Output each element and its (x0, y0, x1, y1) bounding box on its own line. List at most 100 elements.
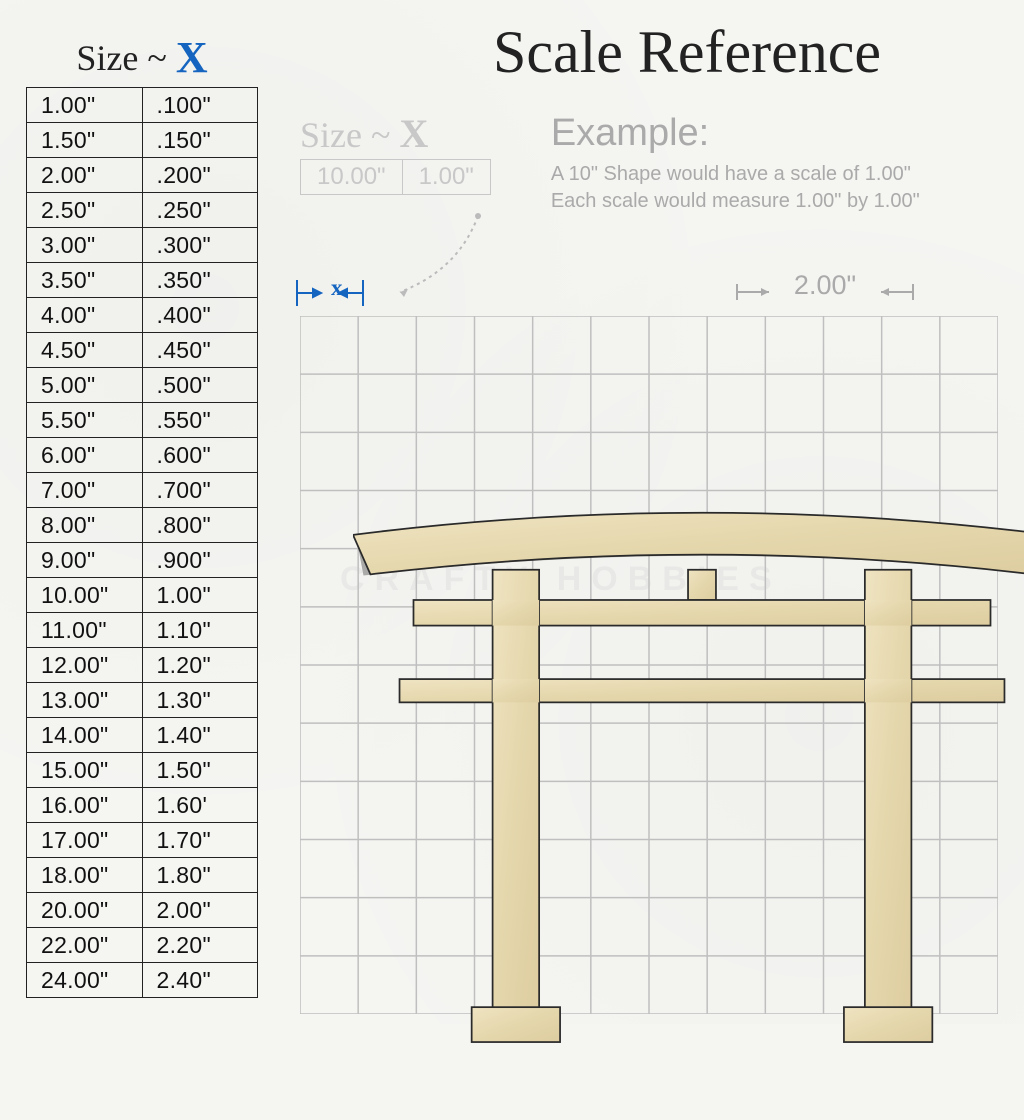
table-cell: .350" (142, 263, 258, 298)
table-cell: 2.50" (27, 193, 143, 228)
table-cell: .550" (142, 403, 258, 438)
table-row: 4.50".450" (27, 333, 258, 368)
table-row: 18.00"1.80" (27, 858, 258, 893)
table-cell: 1.00" (27, 88, 143, 123)
scale-table: 1.00".100"1.50".150"2.00".200"2.50".250"… (26, 87, 258, 998)
table-cell: 1.00" (142, 578, 258, 613)
table-cell: .700" (142, 473, 258, 508)
table-cell: 14.00" (27, 718, 143, 753)
table-cell: 18.00" (27, 858, 143, 893)
mini-header-x: X (399, 111, 428, 156)
table-row: 9.00".900" (27, 543, 258, 578)
table-row: 5.50".550" (27, 403, 258, 438)
table-cell: 2.20" (142, 928, 258, 963)
dotted-connector-icon (398, 210, 518, 300)
table-cell: 1.60' (142, 788, 258, 823)
table-row: 16.00"1.60' (27, 788, 258, 823)
x-dimension-indicator: x (293, 272, 393, 312)
table-cell: .900" (142, 543, 258, 578)
table-cell: 3.00" (27, 228, 143, 263)
table-cell: .800" (142, 508, 258, 543)
table-cell: 6.00" (27, 438, 143, 473)
example-line: A 10" Shape would have a scale of 1.00" (551, 161, 920, 188)
x-indicator-label: x (331, 275, 343, 301)
table-row: 12.00"1.20" (27, 648, 258, 683)
table-cell: 24.00" (27, 963, 143, 998)
table-cell: .100" (142, 88, 258, 123)
header-size: Size (76, 38, 138, 78)
table-cell: .300" (142, 228, 258, 263)
table-row: 3.00".300" (27, 228, 258, 263)
table-cell: .400" (142, 298, 258, 333)
torii-shape-icon (353, 422, 1024, 1120)
mini-cell: 1.00" (402, 160, 490, 195)
table-cell: 8.00" (27, 508, 143, 543)
table-cell: 10.00" (27, 578, 143, 613)
table-row: 1.50".150" (27, 123, 258, 158)
table-cell: 1.40" (142, 718, 258, 753)
table-cell: 20.00" (27, 893, 143, 928)
table-cell: 15.00" (27, 753, 143, 788)
table-row: 17.00"1.70" (27, 823, 258, 858)
example-line: Each scale would measure 1.00" by 1.00" (551, 188, 920, 215)
table-cell: 4.50" (27, 333, 143, 368)
table-row: 1.00".100" (27, 88, 258, 123)
table-cell: 11.00" (27, 613, 143, 648)
table-row: 2.50".250" (27, 193, 258, 228)
scale-table-block: Size ~ X 1.00".100"1.50".150"2.00".200"2… (26, 32, 258, 998)
table-cell: 16.00" (27, 788, 143, 823)
table-cell: .450" (142, 333, 258, 368)
table-cell: 1.50" (142, 753, 258, 788)
example-text-block: Example: A 10" Shape would have a scale … (551, 112, 920, 215)
table-cell: .600" (142, 438, 258, 473)
table-cell: 1.20" (142, 648, 258, 683)
table-cell: 9.00" (27, 543, 143, 578)
header-sep: ~ (147, 38, 166, 78)
table-cell: 22.00" (27, 928, 143, 963)
table-row: 6.00".600" (27, 438, 258, 473)
scale-table-header: Size ~ X (26, 32, 258, 83)
table-row: 11.00"1.10" (27, 613, 258, 648)
table-cell: 12.00" (27, 648, 143, 683)
grid-dimension-label-block: 2.00" (735, 268, 915, 308)
table-cell: .500" (142, 368, 258, 403)
mini-header-size: Size (300, 115, 362, 155)
mini-header-block: Size ~ X 10.00" 1.00" (300, 110, 491, 195)
example-title: Example: (551, 112, 920, 155)
reference-grid (300, 316, 998, 1014)
table-cell: 1.70" (142, 823, 258, 858)
table-cell: 2.40" (142, 963, 258, 998)
grid-dimension-label: 2.00" (735, 270, 915, 301)
table-cell: 3.50" (27, 263, 143, 298)
table-row: 20.00"2.00" (27, 893, 258, 928)
table-cell: .150" (142, 123, 258, 158)
table-cell: 1.50" (27, 123, 143, 158)
table-row: 3.50".350" (27, 263, 258, 298)
mini-size-label: Size ~ X (300, 110, 491, 157)
table-cell: 13.00" (27, 683, 143, 718)
table-cell: 7.00" (27, 473, 143, 508)
table-row: 5.00".500" (27, 368, 258, 403)
table-cell: 5.50" (27, 403, 143, 438)
mini-table: 10.00" 1.00" (300, 159, 491, 195)
mini-cell: 10.00" (301, 160, 403, 195)
table-row: 13.00"1.30" (27, 683, 258, 718)
table-cell: .200" (142, 158, 258, 193)
table-row: 14.00"1.40" (27, 718, 258, 753)
table-cell: 1.80" (142, 858, 258, 893)
table-cell: .250" (142, 193, 258, 228)
table-cell: 17.00" (27, 823, 143, 858)
table-row: 24.00"2.40" (27, 963, 258, 998)
page-title: Scale Reference (370, 18, 1004, 87)
example-block: Size ~ X 10.00" 1.00" Example: A 10" Sha… (300, 110, 994, 215)
table-cell: 5.00" (27, 368, 143, 403)
table-row: 8.00".800" (27, 508, 258, 543)
table-cell: 1.30" (142, 683, 258, 718)
table-cell: 4.00" (27, 298, 143, 333)
table-cell: 2.00" (142, 893, 258, 928)
table-row: 15.00"1.50" (27, 753, 258, 788)
table-row: 4.00".400" (27, 298, 258, 333)
table-cell: 1.10" (142, 613, 258, 648)
table-row: 22.00"2.20" (27, 928, 258, 963)
table-row: 7.00".700" (27, 473, 258, 508)
